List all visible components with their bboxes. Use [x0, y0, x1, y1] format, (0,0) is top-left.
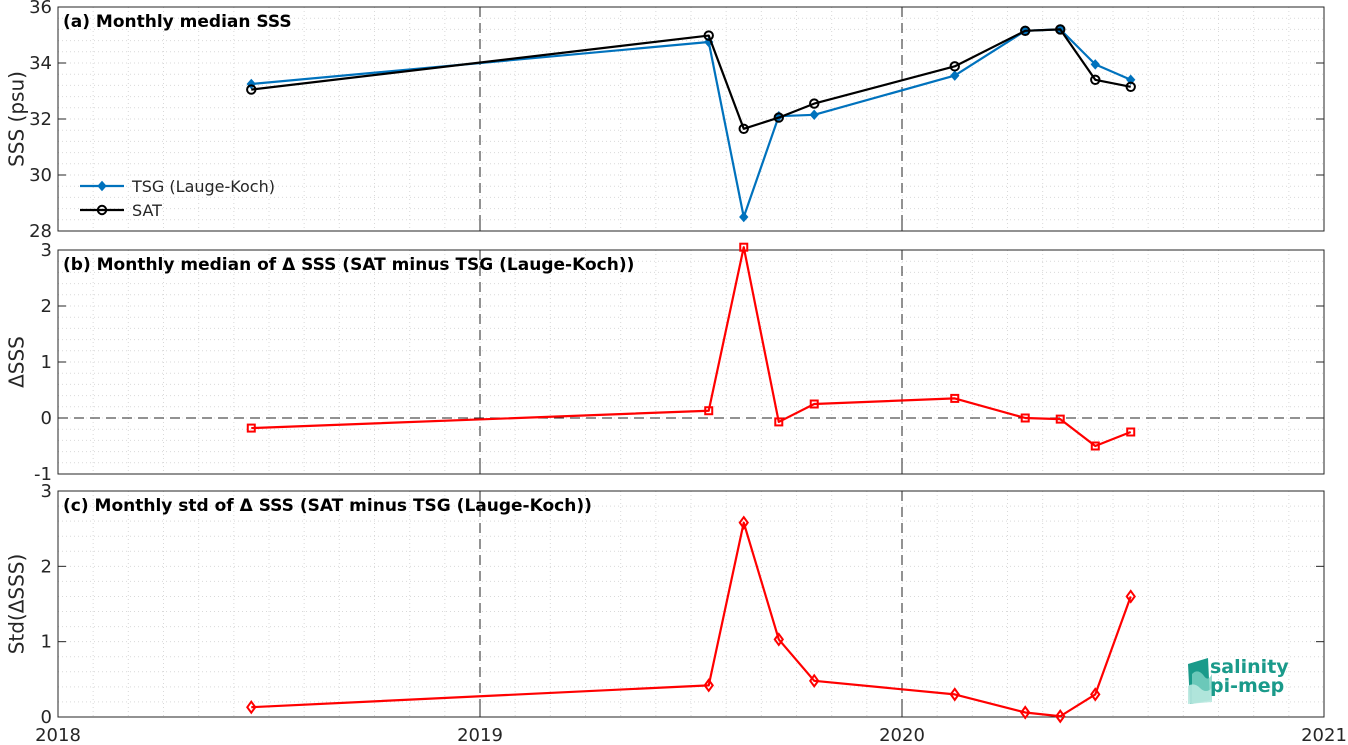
panel-title: (c) Monthly std of Δ SSS (SAT minus TSG …: [63, 496, 592, 516]
data-point: [808, 673, 820, 689]
x-tick-label: 2020: [879, 725, 925, 745]
series-line: [251, 521, 1132, 718]
series-line: [251, 246, 1132, 448]
data-point: [738, 515, 749, 530]
y-tick-label: 30: [29, 165, 52, 186]
legend-marker: [97, 180, 107, 192]
data-point: [950, 393, 960, 403]
panel-b-delta-sss: -1 0 1 2 3 ΔSSS (b) Monthly median of Δ SSS (S…: [5, 240, 1325, 485]
grid-lines: [57, 490, 1325, 718]
data-point: [809, 109, 819, 121]
y-tick-label: 36: [29, 0, 52, 18]
y-tick-label: 1: [41, 352, 52, 373]
legend: TSG (Lauge-Koch) SAT: [80, 177, 275, 220]
data-point: [246, 700, 257, 715]
series-delta: [246, 242, 1136, 451]
legend-label: TSG (Lauge-Koch): [131, 177, 275, 196]
data-point: [1090, 74, 1101, 86]
data-point: [1055, 414, 1065, 424]
data-point: [246, 84, 257, 95]
panel-title: (a) Monthly median SSS: [63, 12, 292, 32]
series-sat: [246, 24, 1136, 135]
data-point: [1055, 709, 1066, 724]
y-tick-label: 3: [41, 240, 52, 261]
logo-line2: pi-mep: [1210, 675, 1285, 697]
data-point: [739, 211, 749, 223]
x-tick-label: 2021: [1301, 725, 1347, 745]
data-point: [949, 61, 960, 72]
data-point: [809, 399, 819, 409]
panel-c-std-delta-sss: 0 1 2 3 Std(ΔSSS) (c) Monthly std of Δ SSS (S…: [5, 481, 1325, 728]
y-tick-label: -1: [34, 464, 52, 485]
data-point: [1055, 24, 1066, 35]
legend-item: TSG (Lauge-Koch): [80, 177, 275, 196]
data-point: [738, 123, 749, 135]
y-tick-label: 34: [29, 53, 52, 74]
x-tick-label: 2018: [35, 725, 81, 745]
legend-label: SAT: [132, 201, 162, 220]
data-point: [773, 112, 784, 123]
series-line: [251, 28, 1131, 130]
data-point: [774, 417, 784, 427]
data-point: [1125, 81, 1136, 93]
data-point: [1125, 589, 1136, 604]
data-point: [949, 687, 960, 702]
data-point: [703, 30, 714, 41]
y-tick-label: 2: [41, 556, 52, 577]
y-tick-label: 2: [41, 296, 52, 317]
y-axis-label: SSS (psu): [5, 71, 29, 167]
series-delta: [246, 515, 1136, 724]
legend-marker: [96, 204, 108, 216]
y-tick-label: 0: [41, 707, 52, 728]
y-tick-label: 0: [41, 408, 52, 429]
legend-item: SAT: [80, 201, 162, 220]
y-tick-label: 32: [29, 109, 52, 130]
salinity-pimep-logo-text: salinity pi-mep: [1210, 658, 1289, 696]
data-point: [703, 678, 714, 693]
y-tick-label: 28: [29, 221, 52, 242]
series-line: [251, 28, 1132, 219]
data-point: [1126, 427, 1136, 437]
data-point: [950, 70, 960, 81]
data-point: [739, 242, 749, 252]
data-point: [1020, 25, 1031, 36]
data-point: [1090, 441, 1100, 451]
logo-line1: salinity: [1210, 656, 1289, 678]
x-axis-tick-labels: 2018 2019 2020 2021: [35, 725, 1347, 745]
data-point: [809, 98, 820, 109]
panel-title: (b) Monthly median of Δ SSS (SAT minus T…: [63, 255, 634, 275]
y-axis-label: Std(ΔSSS): [5, 554, 29, 655]
salinity-pimep-logo-icon: [1188, 658, 1212, 704]
axes-frame: [57, 490, 1325, 718]
y-axis-label: ΔSSS: [5, 336, 29, 388]
data-point: [704, 406, 714, 416]
data-point: [1019, 705, 1031, 720]
data-point: [773, 632, 785, 647]
data-point: [1090, 59, 1100, 70]
data-point: [246, 423, 256, 433]
x-tick-label: 2019: [457, 725, 503, 745]
data-point: [1020, 413, 1030, 423]
y-tick-label: 1: [41, 632, 52, 653]
panel-a-sss: 28 30 32 34 36 SSS (psu) (a) Monthly median SS…: [5, 0, 1325, 242]
y-tick-label: 3: [41, 481, 52, 502]
data-point: [1090, 687, 1101, 702]
